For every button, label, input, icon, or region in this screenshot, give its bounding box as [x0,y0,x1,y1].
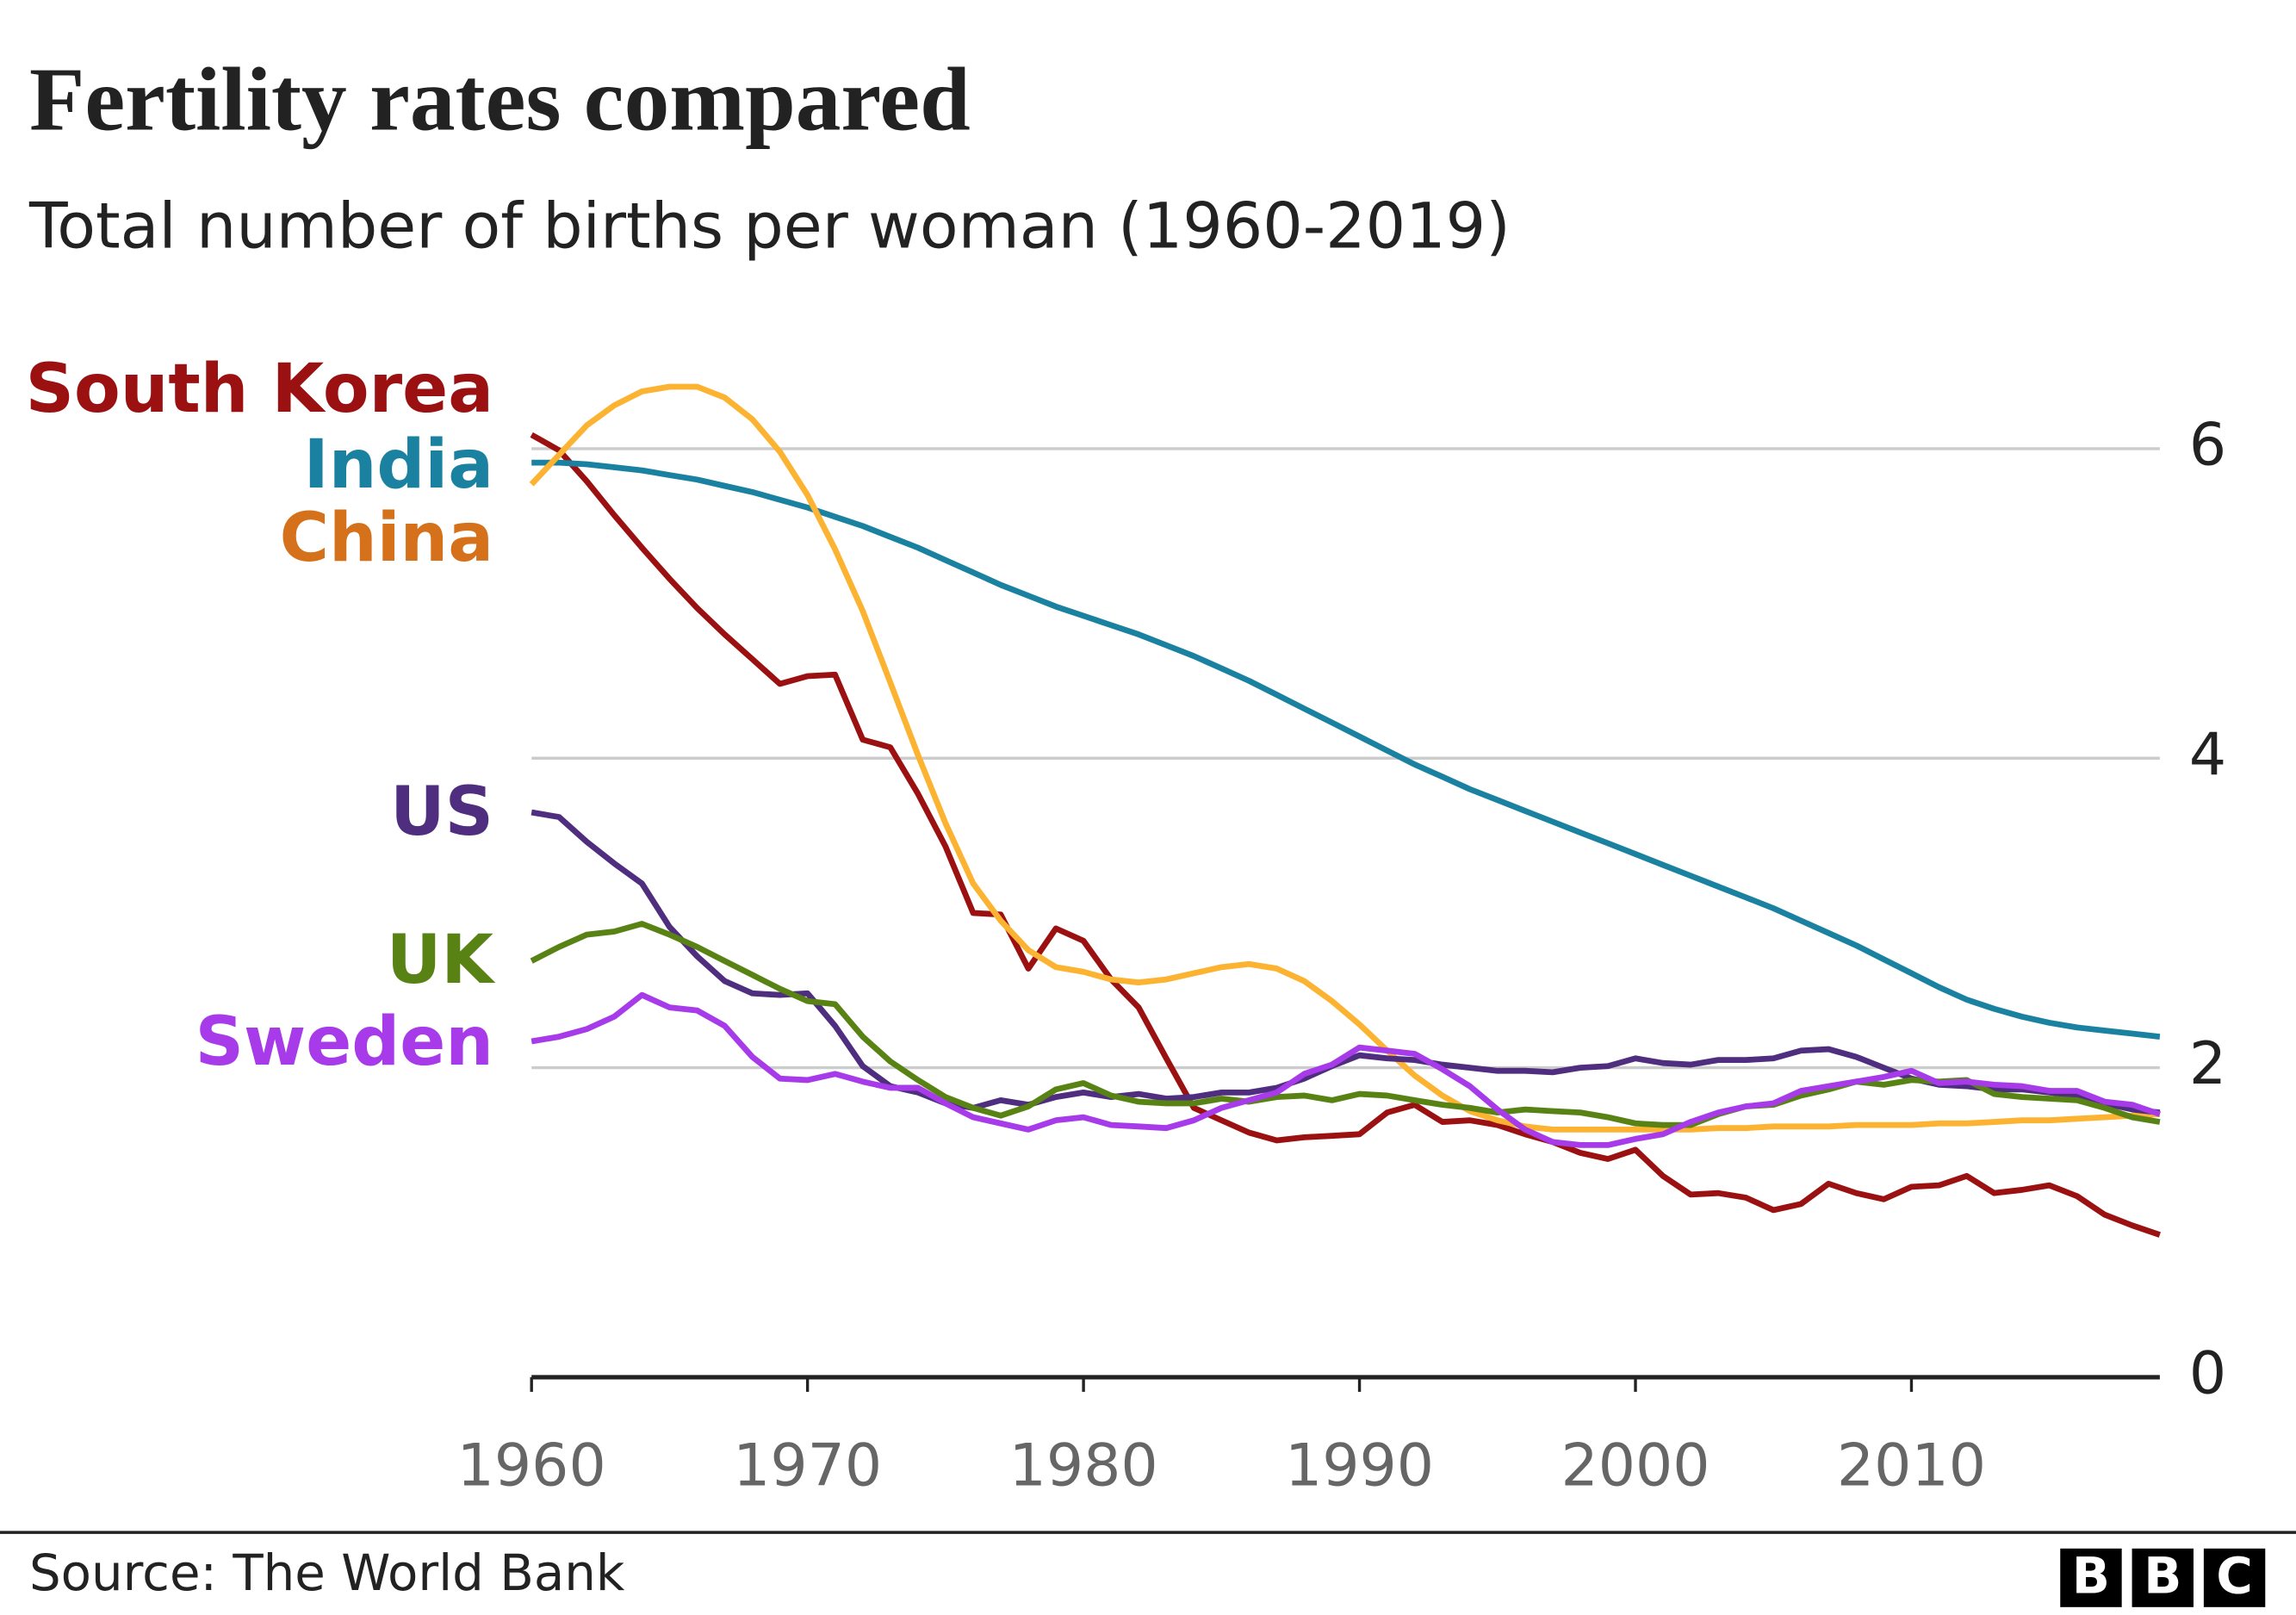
x-tick-label: 1990 [1285,1432,1434,1500]
series-label: China [280,499,493,577]
x-tick-label: 1960 [457,1432,606,1500]
logo-letter: C [2216,1547,2252,1606]
series-line [531,459,2161,1040]
series-label: Sweden [195,1003,493,1081]
series-line [530,921,2161,1128]
x-tick-label: 1970 [733,1432,882,1500]
y-tick-label: 2 [2189,1030,2226,1098]
source: Source: The World Bank [29,1544,625,1602]
y-tick-label: 4 [2189,721,2226,789]
series-line [531,991,2161,1148]
series-line [531,809,2161,1116]
logo-block [2132,1548,2194,1607]
x-tick-label: 2000 [1561,1432,1710,1500]
series-label: UK [387,921,496,999]
logo-letter: B [2072,1547,2110,1606]
x-tick-label: 1980 [1009,1432,1158,1500]
y-tick-label: 0 [2189,1339,2226,1407]
logo-block [2203,1548,2266,1607]
series-line [529,383,2161,1133]
x-tick-label: 2010 [1837,1432,1986,1500]
chart-title: Fertility rates compared [29,49,971,150]
series-line [530,432,2161,1238]
chart-subtitle: Total number of births per woman (1960-2… [28,190,1511,264]
series-label: India [304,425,493,504]
logo-letter: B [2144,1547,2181,1606]
series-label: South Korea [26,350,493,428]
y-tick-label: 6 [2189,411,2226,479]
logo-block [2060,1548,2122,1607]
series-label: US [390,773,493,851]
